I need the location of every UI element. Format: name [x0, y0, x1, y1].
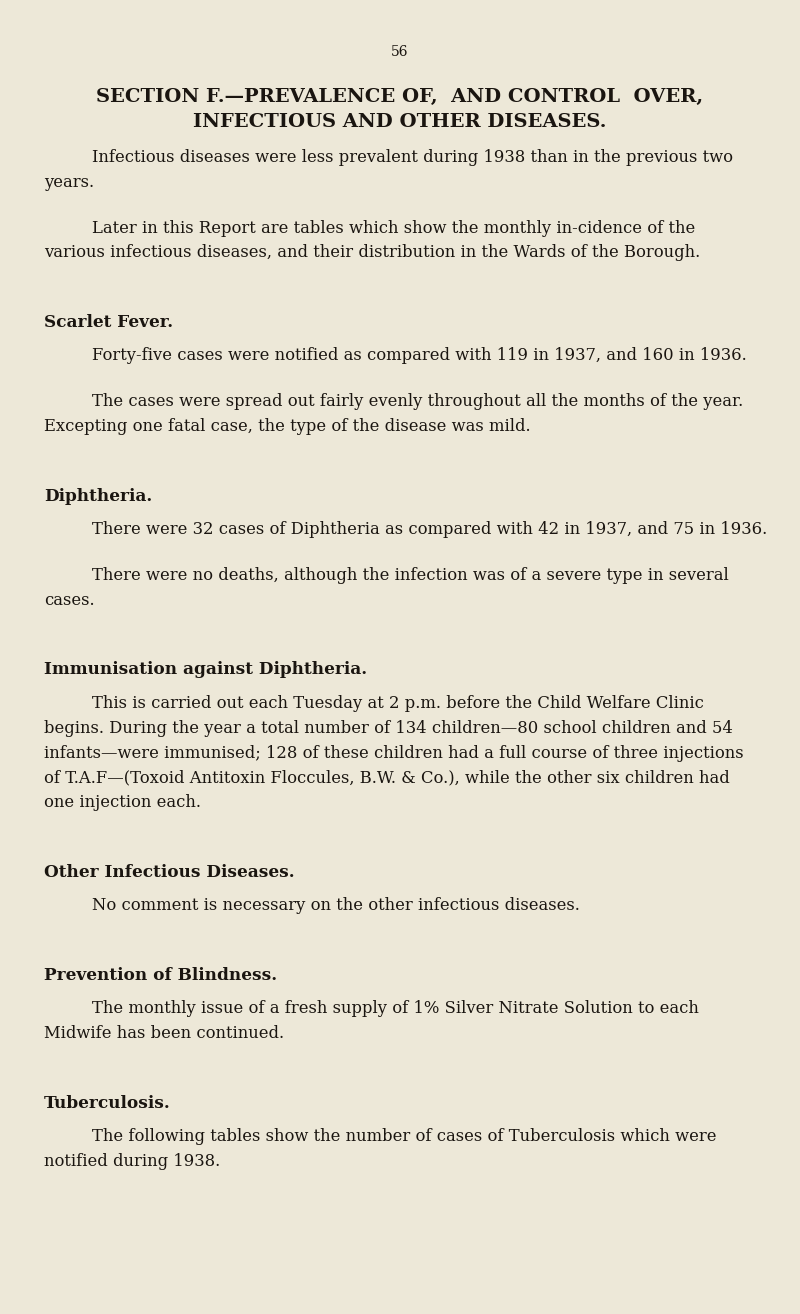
Text: No comment is necessary on the other infectious diseases.: No comment is necessary on the other inf…	[92, 897, 580, 915]
Text: Diphtheria.: Diphtheria.	[44, 487, 152, 505]
Text: infants—were immunised; 128 of these children had a full course of three injecti: infants—were immunised; 128 of these chi…	[44, 745, 744, 762]
Text: various infectious diseases, and their distribution in the Wards of the Borough.: various infectious diseases, and their d…	[44, 244, 700, 261]
Text: The following tables show the number of cases of Tuberculosis which were: The following tables show the number of …	[92, 1127, 717, 1144]
Text: Tuberculosis.: Tuberculosis.	[44, 1095, 170, 1112]
Text: cases.: cases.	[44, 591, 94, 608]
Text: years.: years.	[44, 173, 94, 191]
Text: There were 32 cases of Diphtheria as compared with 42 in 1937, and 75 in 1936.: There were 32 cases of Diphtheria as com…	[92, 522, 767, 537]
Text: Scarlet Fever.: Scarlet Fever.	[44, 314, 173, 331]
Text: Forty-five cases were notified as compared with 119 in 1937, and 160 in 1936.: Forty-five cases were notified as compar…	[92, 347, 746, 364]
Text: This is carried out each Tuesday at 2 p.m. before the Child Welfare Clinic: This is carried out each Tuesday at 2 p.…	[92, 695, 704, 712]
Text: There were no deaths, although the infection was of a severe type in several: There were no deaths, although the infec…	[92, 566, 729, 583]
Text: of T.A.F—(Toxoid Antitoxin Floccules, B.W. & Co.), while the other six children : of T.A.F—(Toxoid Antitoxin Floccules, B.…	[44, 770, 730, 787]
Text: Later in this Report are tables which show the monthly in­cidence of the: Later in this Report are tables which sh…	[92, 219, 695, 237]
Text: Other Infectious Diseases.: Other Infectious Diseases.	[44, 865, 294, 880]
Text: 56: 56	[391, 45, 409, 59]
Text: SECTION F.—PREVALENCE OF,  AND CONTROL  OVER,: SECTION F.—PREVALENCE OF, AND CONTROL OV…	[97, 88, 703, 106]
Text: Immunisation against Diphtheria.: Immunisation against Diphtheria.	[44, 661, 367, 678]
Text: INFECTIOUS AND OTHER DISEASES.: INFECTIOUS AND OTHER DISEASES.	[194, 113, 606, 131]
Text: The cases were spread out fairly evenly throughout all the months of the year.: The cases were spread out fairly evenly …	[92, 393, 743, 410]
Text: The monthly issue of a fresh supply of 1% Silver Nitrate Solution to each: The monthly issue of a fresh supply of 1…	[92, 1000, 699, 1017]
Text: Midwife has been continued.: Midwife has been continued.	[44, 1025, 284, 1042]
Text: one injection each.: one injection each.	[44, 795, 201, 812]
Text: begins. During the year a total number of 134 children—80 school children and 54: begins. During the year a total number o…	[44, 720, 733, 737]
Text: notified during 1938.: notified during 1938.	[44, 1152, 220, 1169]
Text: Infectious diseases were less prevalent during 1938 than in the previous two: Infectious diseases were less prevalent …	[92, 148, 733, 166]
Text: Prevention of Blindness.: Prevention of Blindness.	[44, 967, 277, 984]
Text: Excepting one fatal case, the type of the disease was mild.: Excepting one fatal case, the type of th…	[44, 418, 530, 435]
